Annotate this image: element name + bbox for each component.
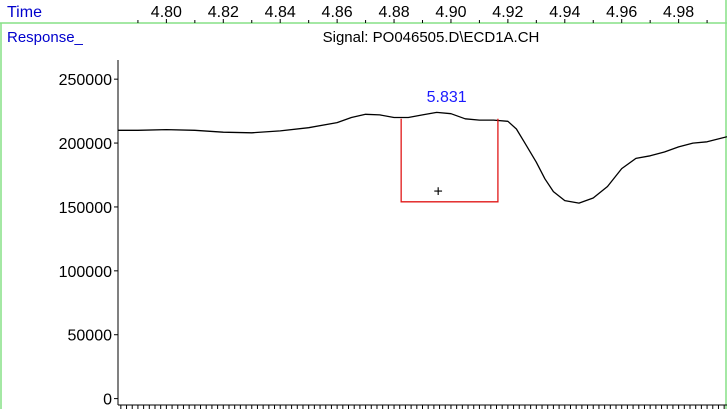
peak-retention-label: 5.831: [427, 89, 467, 106]
x-tick-label: 4.82: [208, 4, 239, 21]
integration-box: [400, 118, 499, 203]
y-tick-label: 0: [103, 392, 112, 409]
chart-title: Signal: PO046505.D\ECD1A.CH: [323, 29, 540, 46]
cursor-marker: +: [433, 184, 442, 201]
y-tick-label: 200000: [59, 136, 112, 153]
x-tick-label: 4.90: [435, 4, 466, 21]
x-tick-label: 4.94: [549, 4, 580, 21]
x-tick-label: 4.88: [378, 4, 409, 21]
x-tick-label: 4.86: [322, 4, 353, 21]
x-minor-ticks: [120, 405, 725, 409]
y-tick-labels: 0 50000 100000 150000 200000 250000: [59, 72, 118, 409]
annotation-layer: 5.831 +: [400, 89, 499, 203]
y-tick-label: 100000: [59, 264, 112, 281]
y-tick-label: 150000: [59, 200, 112, 217]
x-tick-label: 4.96: [606, 4, 637, 21]
x-tick-labels: 4.80 4.82 4.84 4.86 4.88 4.90 4.92 4.94 4.96 4.98: [137, 4, 708, 23]
x-axis-label: Time: [7, 4, 42, 21]
x-tick-label: 4.92: [492, 4, 523, 21]
y-axis-label: Response_: [7, 29, 84, 46]
series-layer: [118, 111, 727, 204]
y-tick-label: 50000: [68, 328, 113, 345]
x-tick-label: 4.84: [265, 4, 296, 21]
y-tick-label: 250000: [59, 72, 112, 89]
x-tick-label: 4.80: [151, 4, 182, 21]
signal-trace: [118, 111, 727, 204]
x-tick-label: 4.98: [663, 4, 694, 21]
